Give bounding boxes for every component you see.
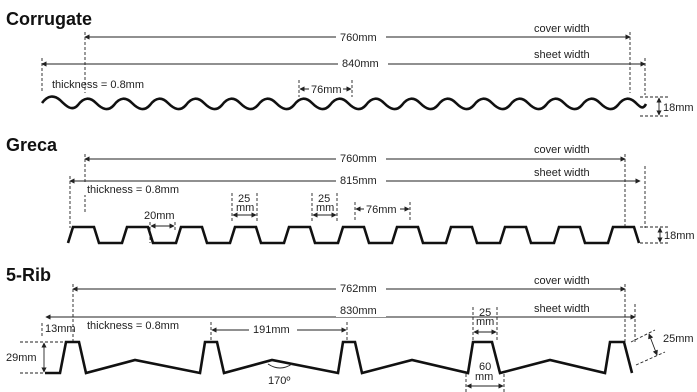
greca-crest-b-bottom: mm	[316, 202, 334, 214]
five-rib-side-ext-bottom	[635, 351, 666, 366]
five-rib-side-line	[648, 333, 658, 356]
five-rib-rib-top-b: mm	[476, 316, 494, 328]
greca-height-value: 18mm	[664, 230, 695, 242]
corrugate-sheet-width-label: sheet width	[534, 49, 590, 61]
corrugate-title: Corrugate	[6, 9, 92, 29]
corrugate-cover-width-value: 760mm	[340, 32, 377, 44]
greca-section: Greca 760mm cover width 815mm sheet widt…	[6, 135, 695, 245]
five-rib-crest-width: 13mm	[45, 323, 76, 335]
five-rib-angle-value: 170º	[268, 375, 290, 387]
five-rib-rib-base-a: 60	[479, 361, 491, 373]
corrugate-section: Corrugate 760mm cover width 840mm sheet …	[6, 9, 694, 117]
greca-crest-a-bottom: mm	[236, 202, 254, 214]
five-rib-pitch-value: 191mm	[253, 324, 290, 336]
five-rib-thickness: thickness = 0.8mm	[87, 320, 179, 332]
greca-profile	[66, 225, 641, 245]
greca-crest-a-top: 25	[238, 193, 250, 205]
five-rib-side-value: 25mm	[663, 333, 694, 345]
corrugate-thickness: thickness = 0.8mm	[52, 79, 144, 91]
greca-crest-b-top: 25	[318, 193, 330, 205]
greca-cover-width-label: cover width	[534, 144, 590, 156]
greca-rib-width-value: 20mm	[144, 210, 175, 222]
corrugate-pitch-value: 76mm	[311, 84, 342, 96]
greca-pitch-value: 76mm	[366, 204, 397, 216]
five-rib-section: 5-Rib 762mm cover width 830mm sheet widt…	[6, 265, 694, 392]
five-rib-title: 5-Rib	[6, 265, 51, 285]
greca-sheet-width-label: sheet width	[534, 167, 590, 179]
greca-sheet-width-value: 815mm	[340, 175, 377, 187]
greca-title: Greca	[6, 135, 58, 155]
corrugate-sheet-width-value: 840mm	[342, 58, 379, 70]
five-rib-sheet-width-label: sheet width	[534, 303, 590, 315]
five-rib-cover-width-label: cover width	[534, 275, 590, 287]
five-rib-rib-top-a: 25	[479, 307, 491, 319]
corrugate-cover-width-label: cover width	[534, 23, 590, 35]
corrugate-height-value: 18mm	[663, 102, 694, 114]
five-rib-sheet-width-value: 830mm	[340, 305, 377, 317]
corrugate-profile	[40, 95, 648, 111]
greca-thickness: thickness = 0.8mm	[87, 184, 179, 196]
five-rib-cover-width-value: 762mm	[340, 283, 377, 295]
five-rib-rib-base-b: mm	[475, 371, 493, 383]
five-rib-profile	[45, 340, 634, 375]
five-rib-side-ext-top	[630, 329, 656, 343]
five-rib-angle-arc	[267, 363, 293, 369]
five-rib-height-value: 29mm	[6, 352, 37, 364]
greca-cover-width-value: 760mm	[340, 153, 377, 165]
